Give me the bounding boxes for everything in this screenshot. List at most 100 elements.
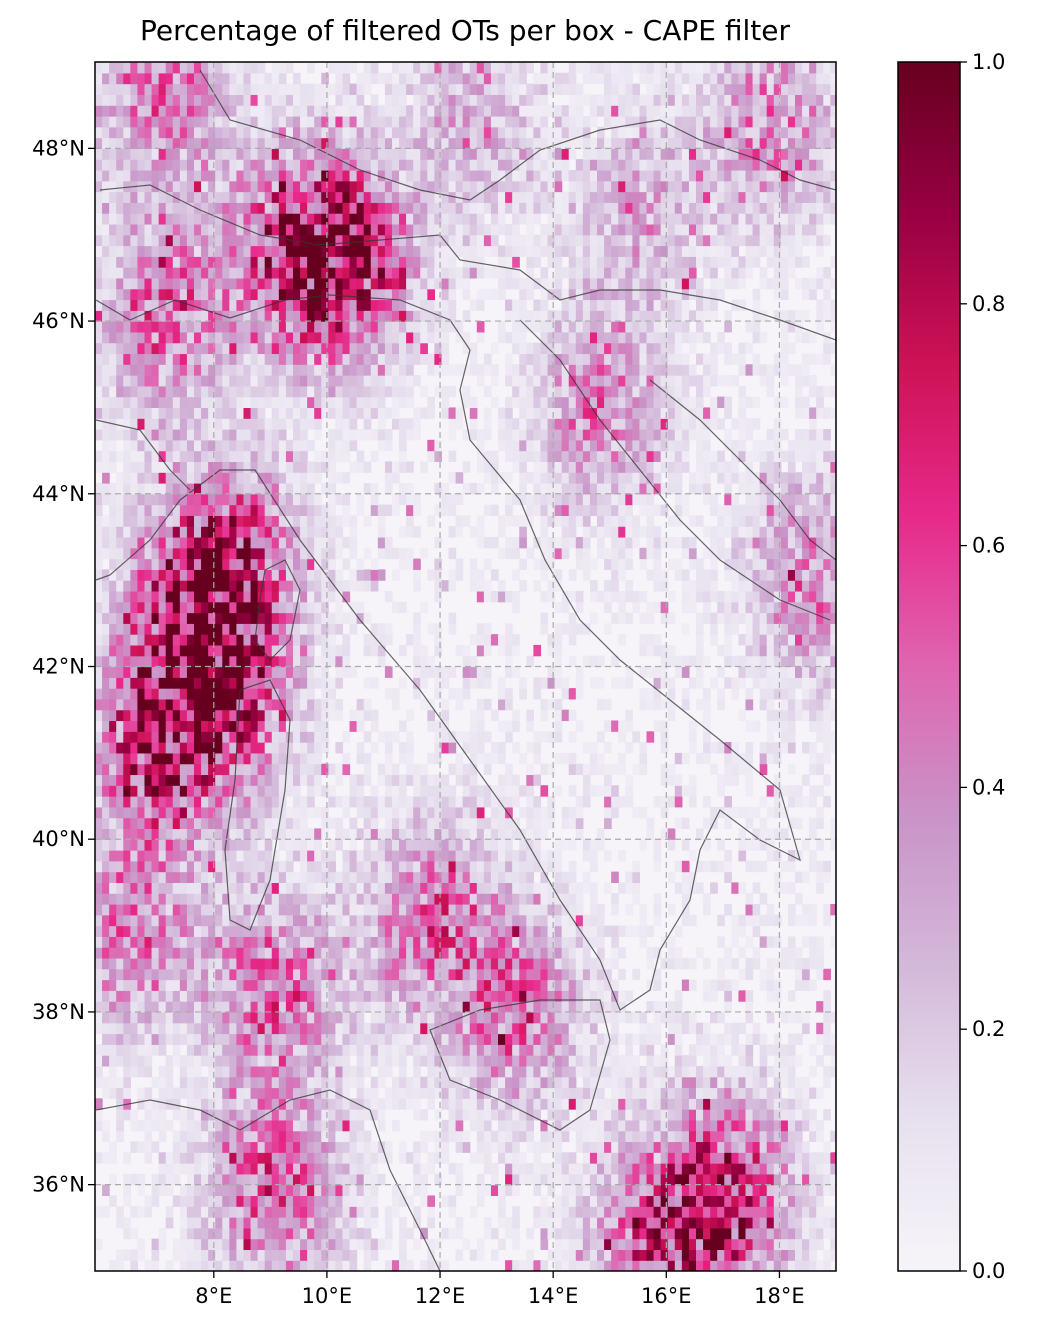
heat-cell <box>257 860 266 873</box>
heat-cell <box>278 882 287 894</box>
heat-cell <box>540 1011 549 1024</box>
heat-cell <box>667 1163 676 1175</box>
heat-cell <box>229 1173 238 1186</box>
heat-cell <box>717 936 725 948</box>
heat-cell <box>257 1044 266 1056</box>
heat-cell <box>830 698 836 711</box>
heat-cell <box>766 1065 775 1078</box>
heat-cell <box>186 655 195 668</box>
heat-cell <box>158 860 167 873</box>
heat-cell <box>823 774 831 786</box>
heat-cell <box>193 731 202 743</box>
heat-cell <box>208 634 216 646</box>
heat-cell <box>724 623 732 635</box>
heat-cell <box>229 1184 238 1197</box>
heat-cell <box>102 655 110 668</box>
heat-cell <box>179 936 188 948</box>
heat-cell <box>377 871 386 883</box>
heat-cell <box>172 839 181 851</box>
heat-cell <box>759 612 768 624</box>
heat-cell <box>201 1109 209 1121</box>
heat-cell <box>540 623 549 635</box>
heat-cell <box>102 936 110 948</box>
heat-cell <box>307 634 315 646</box>
heat-cell <box>455 871 464 883</box>
heat-cell <box>809 752 817 765</box>
heat-cell <box>710 1195 718 1207</box>
heat-cell <box>809 1249 817 1261</box>
heat-cell <box>193 903 202 916</box>
heat-cell <box>243 979 252 991</box>
heat-cell <box>816 709 824 722</box>
heat-cell <box>165 677 174 689</box>
heat-cell <box>787 634 796 646</box>
heat-cell <box>823 1033 831 1045</box>
heat-cell <box>264 1206 273 1218</box>
heat-cell <box>575 817 584 830</box>
heat-cell <box>759 1130 768 1143</box>
heat-cell <box>660 1195 669 1207</box>
heat-cell <box>809 1109 817 1121</box>
heat-cell <box>321 666 329 678</box>
heat-cell <box>208 914 216 927</box>
heat-cell <box>498 796 506 808</box>
heat-cell <box>731 1065 740 1078</box>
heat-cell <box>646 1055 655 1067</box>
heat-cell <box>236 1011 245 1024</box>
heat-cell <box>802 612 810 624</box>
heat-cell <box>335 1109 344 1121</box>
heat-cell <box>547 796 556 808</box>
heat-cell <box>335 644 344 657</box>
heat-cell <box>130 1227 139 1240</box>
heat-cell <box>533 882 542 894</box>
heat-cell <box>391 731 400 743</box>
heat-cell <box>773 1163 782 1175</box>
heat-cell <box>264 785 273 797</box>
heat-cell <box>222 709 230 722</box>
heat-cell <box>526 709 534 722</box>
heat-cell <box>391 1119 400 1132</box>
heat-cell <box>406 796 414 808</box>
heat-cell <box>816 731 824 743</box>
heat-cell <box>413 1087 421 1099</box>
heat-cell <box>773 634 782 646</box>
heat-cell <box>215 1011 223 1024</box>
heat-cell <box>505 623 513 635</box>
heat-cell <box>674 925 683 937</box>
heat-cell <box>455 1227 464 1240</box>
heat-cell <box>186 925 195 937</box>
heat-cell <box>165 1163 174 1175</box>
heat-cell <box>773 871 782 883</box>
heat-cell <box>540 1055 549 1067</box>
heat-cell <box>328 968 336 981</box>
heat-cell <box>625 677 633 689</box>
heat-cell <box>172 655 181 668</box>
heat-cell <box>547 1184 556 1197</box>
heat-cell <box>653 1152 662 1164</box>
heat-cell <box>554 925 563 937</box>
heat-cell <box>710 990 718 1002</box>
heat-cell <box>618 1033 626 1045</box>
heat-cell <box>611 1076 619 1089</box>
heat-cell <box>597 1195 605 1207</box>
heat-cell <box>384 979 393 991</box>
heat-cell <box>193 763 202 776</box>
heat-cell <box>653 666 662 678</box>
heat-cell <box>384 806 393 819</box>
heat-cell <box>229 1119 238 1132</box>
heat-cell <box>533 677 542 689</box>
heat-cell <box>823 1065 831 1078</box>
heat-cell <box>575 957 584 970</box>
heat-cell <box>787 1173 796 1186</box>
heat-cell <box>618 947 626 959</box>
heat-cell <box>292 1022 301 1035</box>
heat-cell <box>420 655 428 668</box>
heat-cell <box>427 1065 435 1078</box>
heat-cell <box>165 698 174 711</box>
heat-cell <box>766 709 775 722</box>
heat-cell <box>667 1173 676 1186</box>
heat-cell <box>193 1109 202 1121</box>
heat-cell <box>575 1206 584 1218</box>
heat-cell <box>462 1109 471 1121</box>
heat-cell <box>193 1001 202 1013</box>
